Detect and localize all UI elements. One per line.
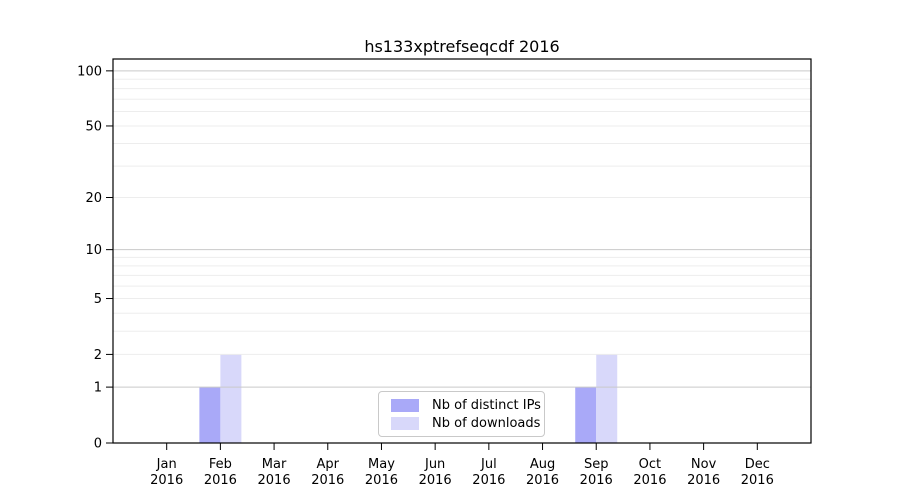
- x-tick-label-month: Aug: [530, 457, 555, 472]
- x-tick-label-year: 2016: [311, 473, 344, 488]
- x-tick-label-year: 2016: [741, 473, 774, 488]
- y-tick-label: 20: [85, 191, 102, 206]
- bar-downloads-feb: [220, 354, 242, 443]
- x-tick-label-month: Jul: [480, 457, 497, 472]
- chart-title: hs133xptrefseqcdf 2016: [364, 37, 560, 56]
- x-tick-label-month: Feb: [209, 457, 232, 472]
- y-tick-label: 50: [85, 119, 102, 134]
- x-tick-label-year: 2016: [633, 473, 666, 488]
- y-tick-label: 2: [94, 348, 102, 363]
- x-tick-label-month: Mar: [262, 457, 287, 472]
- x-tick-label-year: 2016: [150, 473, 183, 488]
- legend-item-downloads: Nb of downloads: [391, 417, 544, 430]
- bar-distinct-ips-feb: [199, 387, 221, 443]
- legend-box: Nb of distinct IPs Nb of downloads: [378, 391, 545, 437]
- x-tick-label-year: 2016: [526, 473, 559, 488]
- x-tick-label-month: May: [368, 457, 395, 472]
- x-tick-label-month: Apr: [317, 457, 340, 472]
- y-tick-label: 10: [85, 243, 102, 258]
- x-tick-label-month: Jan: [156, 457, 177, 472]
- legend-swatch-downloads: [391, 417, 419, 430]
- x-tick-label-month: Nov: [691, 457, 717, 472]
- legend-swatch-distinct-ips: [391, 399, 419, 412]
- bar-downloads-sep: [596, 354, 618, 443]
- y-tick-label: 100: [77, 64, 102, 79]
- x-tick-label-month: Sep: [584, 457, 609, 472]
- y-tick-label: 5: [94, 292, 102, 307]
- x-tick-label-year: 2016: [365, 473, 398, 488]
- y-tick-label: 0: [94, 437, 102, 452]
- x-tick-label-year: 2016: [258, 473, 291, 488]
- legend-label-downloads: Nb of downloads: [432, 416, 541, 431]
- plot-border: [112, 58, 812, 444]
- x-tick-label-month: Jun: [424, 457, 445, 472]
- bar-distinct-ips-sep: [575, 387, 597, 443]
- x-tick-label-year: 2016: [580, 473, 613, 488]
- x-tick-label-month: Dec: [745, 457, 770, 472]
- x-tick-label-month: Oct: [639, 457, 661, 472]
- y-tick-label: 1: [94, 381, 102, 396]
- x-tick-label-year: 2016: [687, 473, 720, 488]
- x-tick-label-year: 2016: [419, 473, 452, 488]
- legend-item-distinct-ips: Nb of distinct IPs: [391, 399, 544, 412]
- legend-label-distinct-ips: Nb of distinct IPs: [432, 398, 541, 413]
- x-tick-label-year: 2016: [472, 473, 505, 488]
- x-tick-label-year: 2016: [204, 473, 237, 488]
